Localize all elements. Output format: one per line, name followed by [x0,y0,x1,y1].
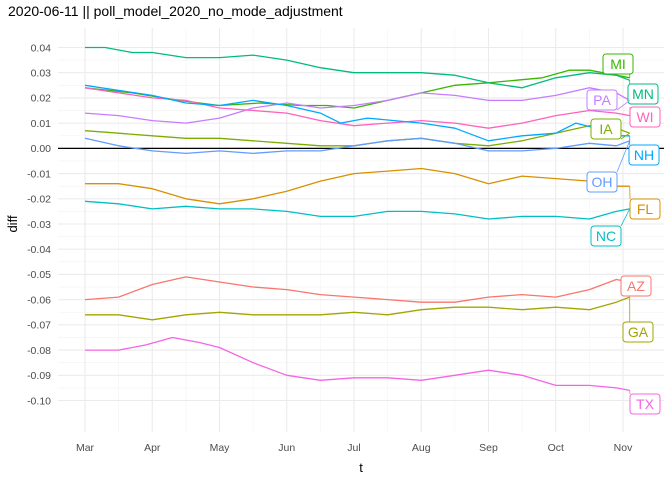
label-box-az [620,275,652,297]
series-label-tx: TX [636,396,655,412]
x-tick-label: Aug [412,442,431,454]
label-connector-pa [616,100,630,111]
series-line-mn [85,46,630,89]
label-connector-ia [620,132,630,140]
series-line-nc [84,200,630,220]
series-label-az: AZ [627,278,645,294]
x-tick-label: Sep [479,442,498,454]
series-line-wi [84,87,630,129]
series-line-az [84,276,630,303]
series-line-nh [84,84,630,142]
series-line-oh [84,137,630,155]
label-box-tx [629,393,661,415]
y-tick-label: -0.06 [27,294,51,306]
label-box-ia [590,118,622,140]
series-label-oh: OH [592,174,613,190]
x-tick-label: May [210,442,231,454]
y-tick-label: -0.07 [27,320,51,332]
series-label-mn: MN [632,86,654,102]
y-tick-label: -0.08 [27,345,51,357]
y-tick-label: -0.04 [27,244,51,256]
label-box-oh [586,171,618,193]
y-tick-label: -0.05 [27,269,51,281]
y-tick-label: -0.10 [27,395,51,407]
label-connector-nc [620,208,631,227]
label-box-pa [586,89,618,111]
series-label-ga: GA [628,324,649,340]
y-tick-label: 0.00 [31,143,52,155]
series-label-nc: NC [596,228,616,244]
label-box-wi [629,106,661,128]
x-axis-title: t [359,460,363,475]
label-box-mn [627,83,659,105]
y-tick-label: 0.01 [31,118,52,130]
y-tick-label: -0.02 [27,194,51,206]
y-tick-label: 0.03 [31,68,52,80]
series-label-fl: FL [637,201,654,217]
series-label-wi: WI [636,109,653,125]
series-line-pa [84,87,631,124]
chart-title: 2020-06-11 || poll_model_2020_no_mode_ad… [8,3,343,19]
label-box-fl [629,198,661,220]
series-line-fl [85,167,630,205]
x-tick-label: Mar [76,442,95,454]
y-tick-label: -0.03 [27,219,51,231]
y-tick-label: -0.09 [27,370,51,382]
y-axis-title: diff [5,215,20,232]
series-line-tx [85,336,630,392]
label-connector-oh [616,140,631,173]
x-tick-label: Jun [278,442,295,454]
label-box-ga [622,321,654,343]
y-tick-label: 0.04 [31,42,52,54]
label-box-mi [602,53,634,75]
label-box-nc [590,225,622,247]
label-box-nh [628,144,660,166]
x-tick-label: Jul [347,442,360,454]
y-tick-label: 0.02 [31,93,52,105]
x-tick-label: Oct [548,442,564,454]
series-label-ia: IA [599,121,613,137]
y-tick-label: -0.01 [27,168,51,180]
series-label-pa: PA [593,92,611,108]
series-line-mi [84,69,630,109]
series-label-mi: MI [610,56,626,72]
x-tick-label: Nov [614,442,633,454]
series-line-ga [85,296,630,321]
series-label-nh: NH [634,147,654,163]
x-tick-label: Apr [144,442,161,454]
